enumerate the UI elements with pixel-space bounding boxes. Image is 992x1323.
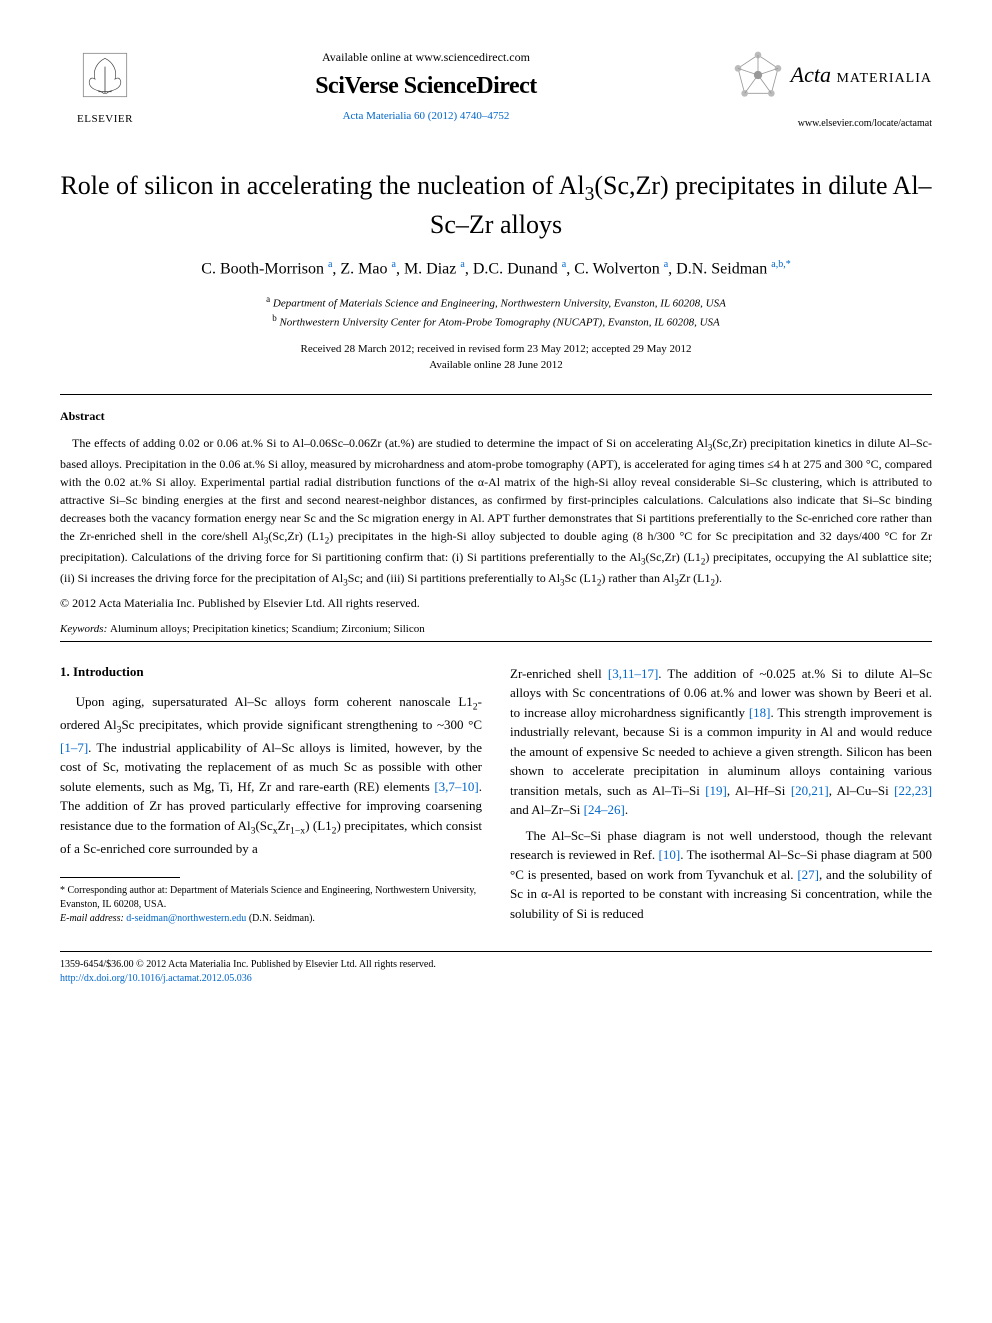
left-column: 1. Introduction Upon aging, supersaturat… — [60, 664, 482, 930]
abstract-heading: Abstract — [60, 409, 932, 424]
abstract-copyright: © 2012 Acta Materialia Inc. Published by… — [60, 596, 932, 611]
dates-received: Received 28 March 2012; received in revi… — [60, 341, 932, 358]
affiliation-a: a Department of Materials Science and En… — [60, 293, 932, 312]
intro-para-right-1: Zr-enriched shell [3,11–17]. The additio… — [510, 664, 932, 820]
footnote-corr: * Corresponding author at: Department of… — [60, 884, 482, 912]
footer-rule — [60, 951, 932, 952]
journal-url: www.elsevier.com/locate/actamat — [702, 118, 932, 129]
affiliations: a Department of Materials Science and En… — [60, 293, 932, 331]
footnote-email[interactable]: d-seidman@northwestern.edu — [126, 913, 246, 924]
journal-logo: Acta MATERIALIA www.elsevier.com/locate/… — [702, 50, 932, 129]
intro-para-left: Upon aging, supersaturated Al–Sc alloys … — [60, 692, 482, 859]
footer: 1359-6454/$36.00 © 2012 Acta Materialia … — [60, 958, 932, 986]
abstract-body: The effects of adding 0.02 or 0.06 at.% … — [60, 434, 932, 590]
article-title: Role of silicon in accelerating the nucl… — [60, 169, 932, 241]
publisher-name: ELSEVIER — [60, 113, 150, 125]
rule-after-keywords — [60, 641, 932, 642]
section-heading-intro: 1. Introduction — [60, 664, 482, 680]
footnote-rule — [60, 877, 180, 878]
header-row: ELSEVIER Available online at www.science… — [60, 50, 932, 129]
keywords: Keywords: Aluminum alloys; Precipitation… — [60, 623, 932, 635]
authors: C. Booth-Morrison a, Z. Mao a, M. Diaz a… — [60, 259, 932, 278]
dates-online: Available online 28 June 2012 — [60, 357, 932, 374]
citation-link[interactable]: Acta Materialia 60 (2012) 4740–4752 — [150, 110, 702, 122]
keywords-label: Keywords: — [60, 623, 107, 635]
footer-rights: 1359-6454/$36.00 © 2012 Acta Materialia … — [60, 958, 932, 972]
available-online-text: Available online at www.sciencedirect.co… — [150, 50, 702, 65]
intro-para-right-2: The Al–Sc–Si phase diagram is not well u… — [510, 826, 932, 924]
footnote-email-line: E-mail address: d-seidman@northwestern.e… — [60, 912, 482, 926]
center-header: Available online at www.sciencedirect.co… — [150, 50, 702, 122]
rule-before-abstract — [60, 394, 932, 395]
footnote-email-label: E-mail address: — [60, 913, 124, 924]
footer-doi[interactable]: http://dx.doi.org/10.1016/j.actamat.2012… — [60, 972, 932, 986]
journal-name-italic: Acta — [791, 62, 831, 87]
publisher-logo: ELSEVIER — [60, 50, 150, 125]
footnote-email-person: (D.N. Seidman). — [249, 913, 315, 924]
journal-brand: Acta MATERIALIA — [702, 50, 932, 100]
two-column-body: 1. Introduction Upon aging, supersaturat… — [60, 664, 932, 930]
journal-name-caps: MATERIALIA — [836, 71, 932, 86]
elsevier-tree-icon — [60, 50, 150, 108]
journal-network-icon — [733, 50, 783, 100]
keywords-values: Aluminum alloys; Precipitation kinetics;… — [110, 623, 425, 635]
right-column: Zr-enriched shell [3,11–17]. The additio… — [510, 664, 932, 930]
corresponding-footnote: * Corresponding author at: Department of… — [60, 884, 482, 926]
journal-name: Acta MATERIALIA — [791, 62, 932, 88]
sciencedirect-logo: SciVerse ScienceDirect — [150, 73, 702, 100]
dates: Received 28 March 2012; received in revi… — [60, 341, 932, 374]
affiliation-b: b Northwestern University Center for Ato… — [60, 312, 932, 331]
